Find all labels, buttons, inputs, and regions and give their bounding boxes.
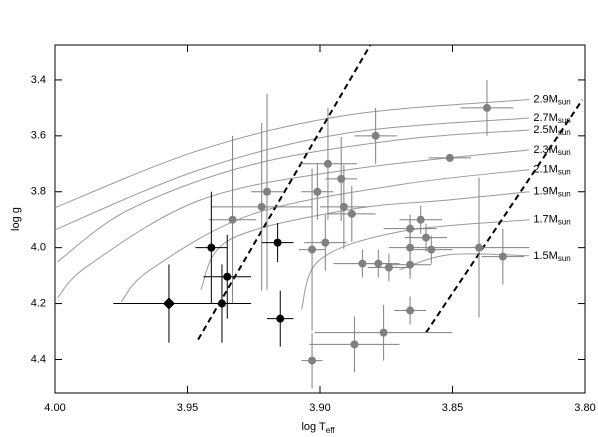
data-point	[350, 340, 359, 349]
x-tick-label: 4.00	[44, 402, 65, 414]
data-point	[374, 259, 383, 268]
data-point	[321, 238, 330, 247]
data-point	[308, 356, 317, 365]
data-point	[482, 103, 491, 112]
track-label-main: 1.5M	[533, 250, 557, 262]
track-label-sub: sun	[558, 128, 571, 137]
data-point	[475, 243, 483, 252]
track-label-main: 1.7M	[533, 214, 557, 226]
data-point	[339, 202, 348, 211]
data-point	[223, 272, 232, 281]
data-point	[422, 233, 430, 242]
data-point	[273, 238, 282, 247]
track-label-sub: sun	[558, 190, 571, 199]
evolutionary-track	[54, 117, 530, 231]
y-tick-label: 4.0	[31, 242, 46, 254]
track-label-sub: sun	[558, 98, 571, 107]
track-label: 2.7Msun	[533, 112, 570, 125]
data-point	[379, 328, 388, 337]
evolutionary-track	[54, 99, 530, 209]
data-point	[276, 314, 285, 323]
track-label: 2.1Msun	[533, 164, 570, 177]
data-point	[371, 131, 380, 140]
data-point	[384, 263, 393, 272]
data-point	[228, 215, 237, 224]
y-tick-label: 3.4	[31, 74, 46, 86]
data-point	[162, 297, 175, 310]
track-label: 1.9Msun	[533, 186, 570, 199]
x-tick-label: 3.85	[442, 402, 463, 414]
instability-strip-edge	[197, 44, 372, 341]
y-tick-label: 3.6	[31, 130, 46, 142]
y-axis-label: log g	[10, 207, 22, 231]
data-point	[427, 245, 436, 254]
track-label-sub: sun	[558, 254, 571, 263]
data-point	[416, 215, 425, 224]
instability-strip-edge	[425, 99, 584, 334]
data-point	[406, 243, 415, 252]
x-axis-label: log Teff	[301, 421, 335, 435]
data-point	[347, 209, 356, 218]
track-label-main: 1.9M	[533, 186, 557, 198]
evolutionary-track	[300, 219, 530, 310]
track-label-sub: sun	[558, 168, 571, 177]
x-axis-label-main: log T	[301, 421, 326, 433]
data-point	[308, 245, 317, 254]
evolutionary-track	[57, 129, 530, 263]
track-label: 2.5Msun	[533, 124, 570, 137]
x-tick-label: 3.90	[309, 402, 330, 414]
evolutionary-track	[120, 169, 530, 302]
track-label-sub: sun	[558, 218, 571, 227]
track-label: 2.9Msun	[533, 93, 570, 106]
track-label: 1.5Msun	[533, 250, 570, 263]
data-point	[445, 153, 454, 162]
data-point	[406, 306, 415, 315]
track-label-main: 2.5M	[533, 124, 557, 136]
y-tick-label: 4.4	[31, 353, 46, 365]
data-point	[337, 174, 346, 183]
track-label-sub: sun	[558, 116, 571, 125]
data-point	[207, 243, 216, 252]
data-point	[263, 187, 271, 196]
track-label-main: 2.9M	[533, 93, 557, 105]
track-label-sub: sun	[558, 148, 571, 157]
evolutionary-track	[200, 191, 530, 290]
evolutionary-track	[57, 149, 530, 299]
y-tick-label: 4.2	[31, 297, 46, 309]
plot-frame	[54, 44, 586, 394]
y-tick-label: 3.8	[31, 186, 46, 198]
data-point	[323, 159, 332, 168]
track-label: 1.7Msun	[533, 214, 570, 227]
data-point	[257, 202, 266, 211]
x-tick-label: 3.80	[574, 402, 595, 414]
data-point	[498, 252, 507, 261]
x-axis-label-sub: eff	[326, 426, 336, 435]
track-label-main: 2.7M	[533, 112, 557, 124]
track-label-main: 2.1M	[533, 164, 557, 176]
data-point	[406, 224, 415, 233]
data-point	[313, 187, 322, 196]
data-point	[406, 260, 415, 269]
x-tick-label: 3.95	[177, 402, 198, 414]
